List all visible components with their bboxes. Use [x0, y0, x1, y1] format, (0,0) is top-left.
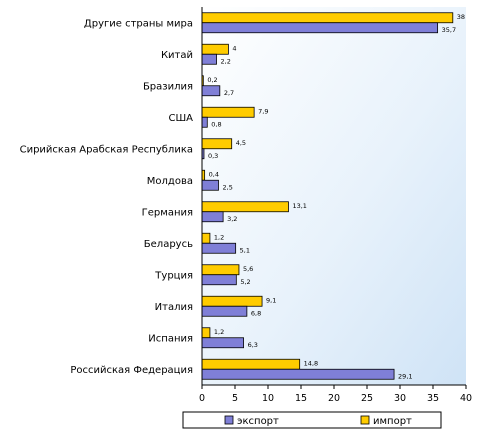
export-bar: [201, 305, 248, 317]
legend-label: экспорт: [237, 416, 279, 427]
data-label: 2,7: [224, 89, 234, 97]
data-label: 35,7: [442, 26, 456, 34]
category-label: США: [168, 113, 193, 124]
legend-box: [182, 411, 442, 429]
import-bar: [201, 264, 240, 276]
export-bar: [201, 274, 237, 286]
export-bar: [201, 179, 219, 191]
data-label: 38: [457, 13, 465, 21]
import-bar: [201, 201, 289, 213]
export-bar: [201, 368, 395, 380]
legend: экспорт импорт: [182, 411, 442, 429]
import-bar: [201, 106, 255, 118]
plot-area: [202, 7, 466, 385]
data-label: 13,1: [292, 202, 306, 210]
category-label: Италия: [155, 302, 193, 313]
category-label: Молдова: [147, 176, 193, 187]
category-label: Беларусь: [144, 239, 193, 250]
data-label: 9,1: [266, 296, 276, 304]
export-bar: [201, 22, 439, 34]
x-tick-label: 35: [427, 393, 439, 404]
data-label: 14,8: [304, 359, 318, 367]
data-label: 29,1: [398, 372, 412, 380]
category-label: Бразилия: [143, 81, 193, 92]
import-bar: [201, 327, 211, 339]
export-bar: [201, 85, 221, 97]
data-label: 5,1: [240, 246, 250, 254]
x-tick-label: 0: [199, 393, 205, 404]
category-label: Турция: [154, 270, 193, 281]
import-bar: [201, 232, 211, 244]
import-bar: [201, 358, 301, 370]
data-label: 6,3: [248, 341, 258, 349]
import-bar: [201, 43, 229, 55]
legend-label: импорт: [373, 416, 412, 427]
category-label: Сирийская Арабская Республика: [20, 144, 193, 155]
x-tick-label: 15: [295, 393, 307, 404]
data-label: 2,2: [221, 57, 231, 65]
category-label: Китай: [161, 50, 193, 61]
legend-swatch: [224, 415, 234, 425]
data-label: 5,2: [240, 278, 250, 286]
data-label: 0,4: [209, 170, 219, 178]
x-tick-label: 5: [232, 393, 238, 404]
export-bar: [201, 116, 208, 128]
category-label: Другие страны мира: [84, 18, 193, 29]
category-label: Российская Федерация: [70, 365, 193, 376]
data-label: 4: [232, 44, 236, 52]
export-bar: [201, 211, 224, 223]
import-bar: [201, 12, 454, 24]
category-label: Германия: [142, 207, 193, 218]
data-label: 4,5: [236, 139, 246, 147]
export-bar: [201, 242, 237, 254]
import-bar: [201, 295, 263, 307]
category-label: Испания: [148, 333, 193, 344]
import-bar: [201, 138, 233, 150]
data-label: 6,8: [251, 309, 261, 317]
x-tick-label: 10: [262, 393, 274, 404]
data-label: 7,9: [258, 107, 268, 115]
data-label: 0,3: [208, 152, 218, 160]
data-label: 3,2: [227, 215, 237, 223]
data-label: 0,8: [211, 120, 221, 128]
data-label: 0,2: [207, 76, 217, 84]
legend-swatch: [360, 415, 370, 425]
data-label: 2,5: [223, 183, 233, 191]
export-bar: [201, 337, 244, 349]
export-bar: [201, 53, 217, 65]
data-label: 1,2: [214, 328, 224, 336]
x-tick-label: 40: [460, 393, 472, 404]
data-label: 5,6: [243, 265, 253, 273]
x-tick-label: 20: [328, 393, 340, 404]
x-tick-label: 25: [361, 393, 373, 404]
x-tick-label: 30: [394, 393, 406, 404]
data-label: 1,2: [214, 233, 224, 241]
